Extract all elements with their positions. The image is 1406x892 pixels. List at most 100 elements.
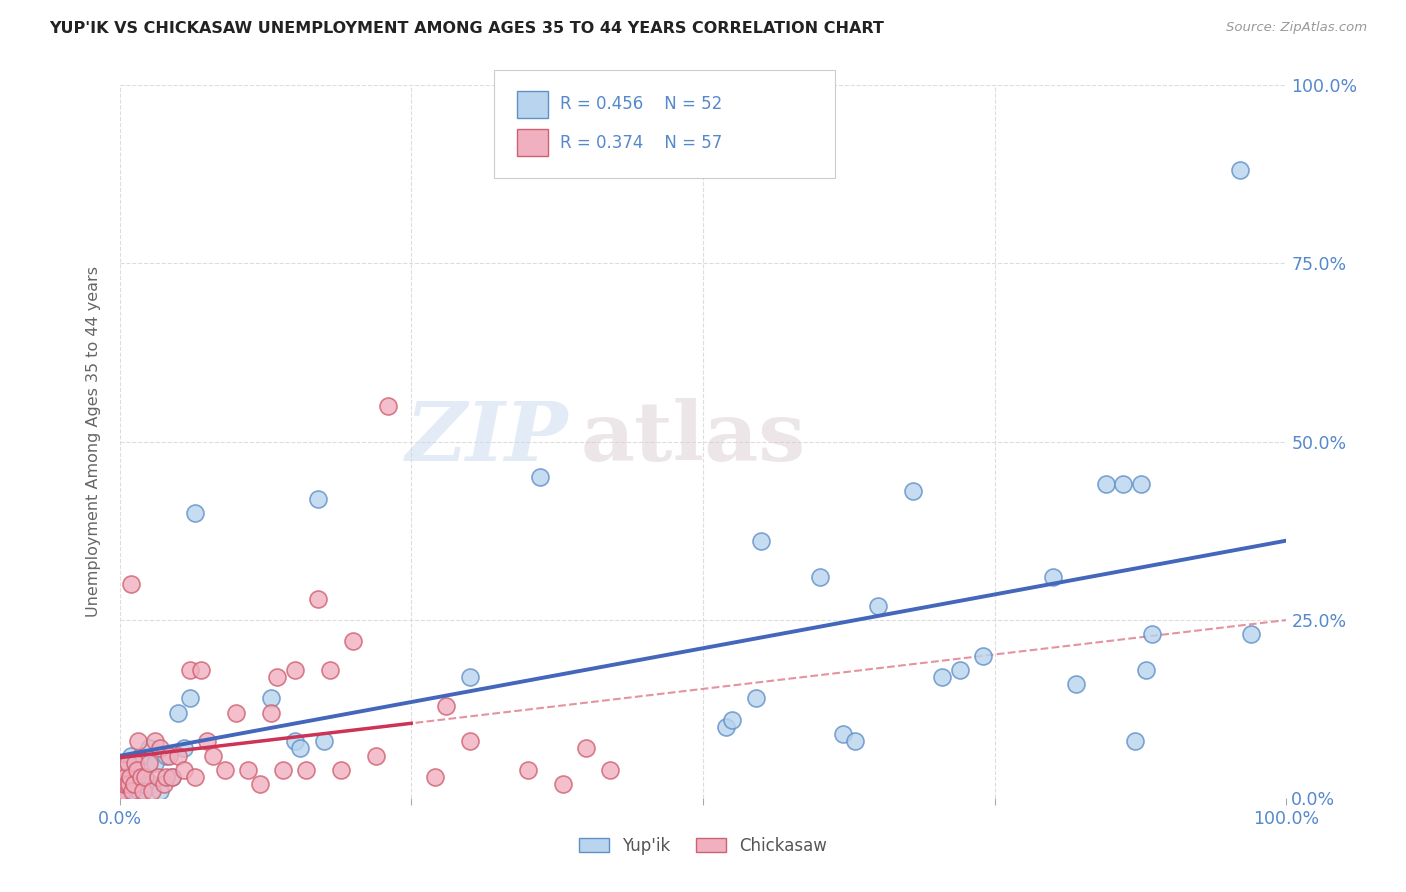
Point	[173, 763, 195, 777]
Point	[138, 756, 160, 770]
Point	[751, 534, 773, 549]
Point	[721, 713, 744, 727]
Point	[143, 734, 166, 748]
Point	[125, 777, 148, 791]
Point	[111, 756, 134, 770]
Point	[124, 763, 146, 777]
Point	[284, 663, 307, 677]
Text: atlas: atlas	[581, 398, 806, 478]
Point	[124, 756, 146, 770]
Point	[127, 734, 149, 748]
Point	[901, 484, 924, 499]
Point	[166, 748, 188, 763]
Point	[260, 706, 283, 720]
Point	[225, 706, 247, 720]
Point	[214, 763, 236, 777]
Text: Source: ZipAtlas.com: Source: ZipAtlas.com	[1226, 21, 1367, 35]
Point	[179, 691, 201, 706]
Text: ZIP: ZIP	[406, 398, 569, 478]
Point	[307, 491, 329, 506]
Point	[1229, 163, 1251, 178]
Point	[458, 670, 481, 684]
Point	[114, 777, 136, 791]
Point	[138, 741, 160, 756]
Point	[744, 691, 766, 706]
Point	[366, 748, 388, 763]
Point	[266, 670, 288, 684]
Point	[118, 770, 141, 784]
Point	[110, 784, 132, 798]
Point	[149, 741, 172, 756]
Point	[377, 399, 399, 413]
Point	[134, 770, 156, 784]
Point	[184, 506, 207, 520]
Point	[318, 663, 340, 677]
Point	[117, 784, 139, 798]
Point	[132, 777, 155, 791]
Point	[114, 770, 136, 784]
Point	[132, 784, 155, 798]
Point	[121, 784, 143, 798]
Point	[157, 748, 180, 763]
Point	[866, 599, 890, 613]
Point	[201, 748, 224, 763]
Point	[129, 748, 152, 763]
Point	[153, 777, 176, 791]
Point	[129, 770, 152, 784]
Point	[1042, 570, 1064, 584]
Point	[160, 770, 183, 784]
Point	[249, 777, 271, 791]
Point	[295, 763, 318, 777]
Point	[1112, 477, 1135, 491]
Point	[716, 720, 738, 734]
Point	[112, 777, 135, 791]
Point	[146, 770, 169, 784]
Point	[575, 741, 598, 756]
Point	[529, 470, 551, 484]
Point	[271, 763, 294, 777]
Legend: Yup'ik, Chickasaw: Yup'ik, Chickasaw	[572, 830, 834, 862]
Point	[160, 770, 183, 784]
Point	[1142, 627, 1164, 641]
Point	[1129, 477, 1152, 491]
Point	[115, 777, 138, 791]
Point	[111, 784, 134, 798]
Point	[166, 706, 188, 720]
Point	[972, 648, 994, 663]
Point	[1240, 627, 1263, 641]
Point	[312, 734, 335, 748]
Point	[236, 763, 259, 777]
Point	[190, 663, 212, 677]
Point	[117, 756, 139, 770]
Point	[122, 784, 145, 798]
Point	[128, 784, 150, 798]
Point	[551, 777, 574, 791]
Point	[1066, 677, 1088, 691]
Point	[330, 763, 353, 777]
Point	[1135, 663, 1157, 677]
Point	[434, 698, 457, 713]
Point	[1094, 477, 1116, 491]
Point	[179, 663, 201, 677]
Point	[1123, 734, 1146, 748]
Point	[120, 748, 142, 763]
Point	[949, 663, 972, 677]
Point	[342, 634, 364, 648]
Point	[155, 770, 177, 784]
Point	[423, 770, 446, 784]
Point	[260, 691, 283, 706]
Point	[832, 727, 855, 741]
Point	[599, 763, 621, 777]
Text: R = 0.456    N = 52: R = 0.456 N = 52	[560, 95, 721, 113]
Point	[517, 763, 540, 777]
Text: R = 0.374    N = 57: R = 0.374 N = 57	[560, 134, 721, 152]
Point	[808, 570, 831, 584]
Point	[118, 777, 141, 791]
Point	[195, 734, 218, 748]
Point	[931, 670, 953, 684]
Point	[149, 784, 172, 798]
Point	[111, 777, 134, 791]
Point	[173, 741, 195, 756]
Point	[143, 756, 166, 770]
Point	[290, 741, 312, 756]
